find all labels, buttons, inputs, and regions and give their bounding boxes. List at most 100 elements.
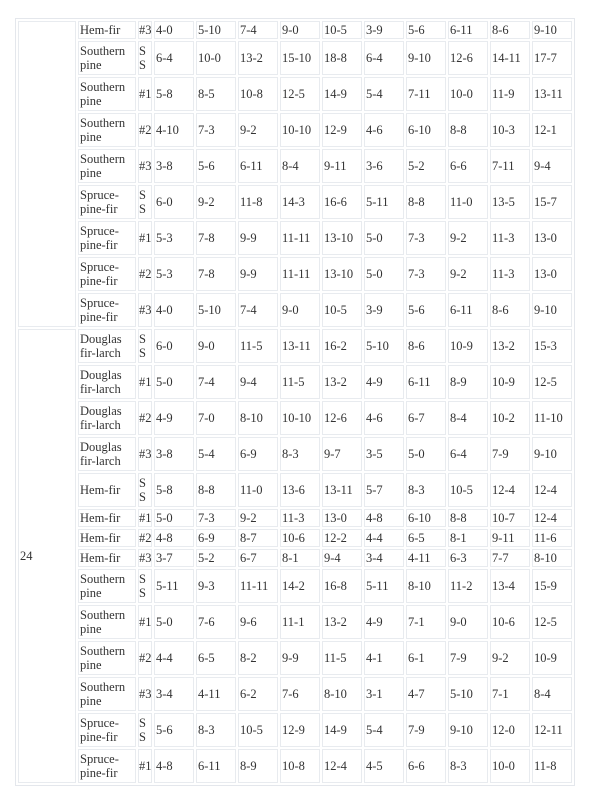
span-value-cell: 13-2: [490, 329, 530, 363]
span-value-cell: 12-4: [532, 509, 572, 527]
span-value-cell: 5-6: [154, 713, 194, 747]
span-value-cell: 7-3: [406, 257, 446, 291]
grade-label: SS: [139, 188, 146, 216]
span-value-cell: 4-11: [406, 549, 446, 567]
span-value-cell: 9-9: [238, 257, 278, 291]
span-value-cell: 13-6: [280, 473, 320, 507]
span-value-cell: 9-3: [196, 569, 236, 603]
span-value-cell: 12-5: [532, 605, 572, 639]
grade-label: #2: [139, 411, 152, 425]
span-value-cell: 10-9: [490, 365, 530, 399]
grade-label: #2: [139, 651, 152, 665]
span-value-cell: 13-11: [532, 77, 572, 111]
span-value-cell: 7-11: [490, 149, 530, 183]
spacing-cell: [18, 21, 76, 327]
span-value-cell: 11-3: [490, 257, 530, 291]
span-value-cell: 9-10: [532, 21, 572, 39]
grade-cell: #1: [138, 605, 152, 639]
span-value-cell: 13-2: [238, 41, 278, 75]
span-value-cell: 11-11: [280, 257, 320, 291]
span-value-cell: 9-9: [280, 641, 320, 675]
span-value-cell: 4-9: [364, 605, 404, 639]
span-value-cell: 5-11: [364, 185, 404, 219]
span-value-cell: 4-9: [154, 401, 194, 435]
span-value-cell: 5-0: [154, 509, 194, 527]
grade-label: #3: [139, 159, 152, 173]
span-value-cell: 10-5: [448, 473, 488, 507]
span-value-cell: 6-4: [448, 437, 488, 471]
span-value-cell: 11-10: [532, 401, 572, 435]
span-value-cell: 5-10: [364, 329, 404, 363]
span-value-cell: 8-8: [196, 473, 236, 507]
grade-cell: SS: [138, 329, 152, 363]
span-value-cell: 5-0: [154, 605, 194, 639]
span-value-cell: 7-6: [196, 605, 236, 639]
span-value-cell: 13-11: [280, 329, 320, 363]
span-value-cell: 9-7: [322, 437, 362, 471]
span-value-cell: 9-10: [406, 41, 446, 75]
span-value-cell: 10-5: [238, 713, 278, 747]
span-value-cell: 7-3: [196, 113, 236, 147]
species-cell: Douglas fir-larch: [78, 401, 136, 435]
span-value-cell: 8-6: [490, 293, 530, 327]
species-cell: Douglas fir-larch: [78, 365, 136, 399]
grade-cell: #2: [138, 257, 152, 291]
species-cell: Southern pine: [78, 677, 136, 711]
grade-label: #3: [139, 687, 152, 701]
species-cell: Southern pine: [78, 149, 136, 183]
span-value-cell: 11-1: [280, 605, 320, 639]
grade-label: #1: [139, 615, 152, 629]
spacing-cell: 24: [18, 329, 76, 783]
span-value-cell: 10-10: [280, 401, 320, 435]
span-value-cell: 13-0: [322, 509, 362, 527]
span-value-cell: 6-3: [448, 549, 488, 567]
span-value-cell: 13-0: [532, 257, 572, 291]
span-value-cell: 9-6: [238, 605, 278, 639]
span-value-cell: 10-10: [280, 113, 320, 147]
span-value-cell: 9-2: [448, 221, 488, 255]
grade-cell: #2: [138, 113, 152, 147]
species-cell: Hem-fir: [78, 529, 136, 547]
table-row: Southern pine #2 4-10 7-3 9-2 10-10 12-9 4-6 6-1…: [18, 113, 572, 147]
span-value-cell: 9-2: [490, 641, 530, 675]
span-value-cell: 6-11: [406, 365, 446, 399]
span-value-cell: 8-2: [238, 641, 278, 675]
span-value-cell: 5-8: [154, 473, 194, 507]
species-cell: Spruce-pine-fir: [78, 749, 136, 783]
span-value-cell: 6-11: [238, 149, 278, 183]
grade-cell: #3: [138, 293, 152, 327]
span-value-cell: 5-0: [364, 257, 404, 291]
span-value-cell: 3-9: [364, 293, 404, 327]
grade-cell: #1: [138, 509, 152, 527]
span-value-cell: 10-0: [448, 77, 488, 111]
grade-cell: #1: [138, 749, 152, 783]
span-value-cell: 12-9: [322, 113, 362, 147]
span-value-cell: 7-8: [196, 221, 236, 255]
span-value-cell: 9-4: [238, 365, 278, 399]
grade-label: SS: [139, 716, 146, 744]
species-cell: Southern pine: [78, 569, 136, 603]
span-value-cell: 4-0: [154, 293, 194, 327]
span-value-cell: 14-2: [280, 569, 320, 603]
span-value-cell: 11-8: [532, 749, 572, 783]
span-value-cell: 9-2: [196, 185, 236, 219]
span-value-cell: 13-5: [490, 185, 530, 219]
span-value-cell: 7-1: [406, 605, 446, 639]
span-value-cell: 5-0: [406, 437, 446, 471]
span-value-cell: 3-5: [364, 437, 404, 471]
species-cell: Spruce-pine-fir: [78, 293, 136, 327]
species-cell: Spruce-pine-fir: [78, 713, 136, 747]
span-value-cell: 10-8: [280, 749, 320, 783]
grade-cell: #3: [138, 437, 152, 471]
span-value-cell: 6-2: [238, 677, 278, 711]
span-value-cell: 10-6: [280, 529, 320, 547]
span-table-body: Hem-fir #3 4-0 5-10 7-4 9-0 10-5 3-9 5-6 6-11 8-6 9…: [18, 21, 572, 783]
span-value-cell: 6-0: [154, 185, 194, 219]
span-value-cell: 11-3: [280, 509, 320, 527]
span-value-cell: 12-4: [532, 473, 572, 507]
grade-cell: SS: [138, 473, 152, 507]
table-row: Douglas fir-larch #2 4-9 7-0 8-10 10-10 12-6 4-…: [18, 401, 572, 435]
grade-cell: #3: [138, 149, 152, 183]
span-value-cell: 18-8: [322, 41, 362, 75]
grade-label: #2: [139, 267, 152, 281]
